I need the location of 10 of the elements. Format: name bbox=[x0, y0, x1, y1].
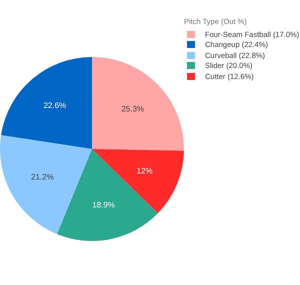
pie-slice bbox=[1, 57, 92, 149]
pie-slice bbox=[92, 57, 184, 151]
data-label: 18.9% bbox=[92, 200, 115, 210]
data-label: 12% bbox=[136, 166, 153, 176]
pie-slice bbox=[0, 135, 92, 234]
data-label: 21.2% bbox=[31, 172, 54, 182]
data-label: 25.3% bbox=[121, 104, 144, 114]
pie-slice bbox=[57, 149, 158, 241]
pie-slice bbox=[92, 149, 184, 214]
data-label: 22.6% bbox=[43, 101, 66, 110]
